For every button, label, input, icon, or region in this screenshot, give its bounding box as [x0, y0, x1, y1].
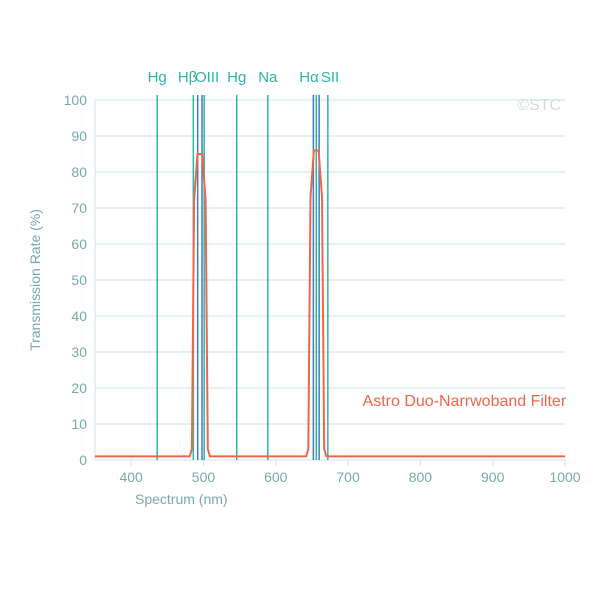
y-tick-label: 50 — [71, 272, 87, 288]
emission-label: OIII — [195, 69, 219, 86]
x-tick-label: 500 — [192, 469, 216, 485]
spectrum-chart: 0 10 20 30 40 50 60 70 80 90 100 400 500 600 700 800 900… — [0, 0, 600, 600]
emission-label: Hg — [227, 69, 246, 86]
y-tick-label: 100 — [64, 92, 88, 108]
emission-label: Hg — [148, 69, 167, 86]
y-tick-label: 80 — [71, 164, 87, 180]
filter-curve — [95, 150, 565, 456]
x-tick-label: 800 — [409, 469, 433, 485]
y-tick-label: 0 — [79, 452, 87, 468]
emission-label: Na — [258, 69, 278, 86]
y-tick-label: 10 — [71, 416, 87, 432]
x-tick-label: 900 — [481, 469, 505, 485]
y-tick-label: 90 — [71, 128, 87, 144]
chart-svg: 0 10 20 30 40 50 60 70 80 90 100 400 500 600 700 800 900… — [0, 0, 600, 600]
y-axis-title: Transmission Rate (%) — [27, 209, 43, 351]
y-tick-label: 40 — [71, 308, 87, 324]
emission-label: SII — [321, 69, 339, 86]
y-tick-label: 30 — [71, 344, 87, 360]
watermark: ©STC — [517, 97, 561, 114]
x-tick-label: 600 — [264, 469, 288, 485]
x-tick-label: 1000 — [549, 469, 580, 485]
legend-label: Astro Duo-Narrwoband Filter — [363, 393, 567, 410]
x-tick-label: 700 — [336, 469, 360, 485]
y-tick-label: 60 — [71, 236, 87, 252]
y-tick-label: 70 — [71, 200, 87, 216]
x-tick-label: 400 — [119, 469, 143, 485]
emission-label: Hα — [299, 69, 319, 86]
x-axis-title: Spectrum (nm) — [135, 491, 228, 507]
y-tick-label: 20 — [71, 380, 87, 396]
